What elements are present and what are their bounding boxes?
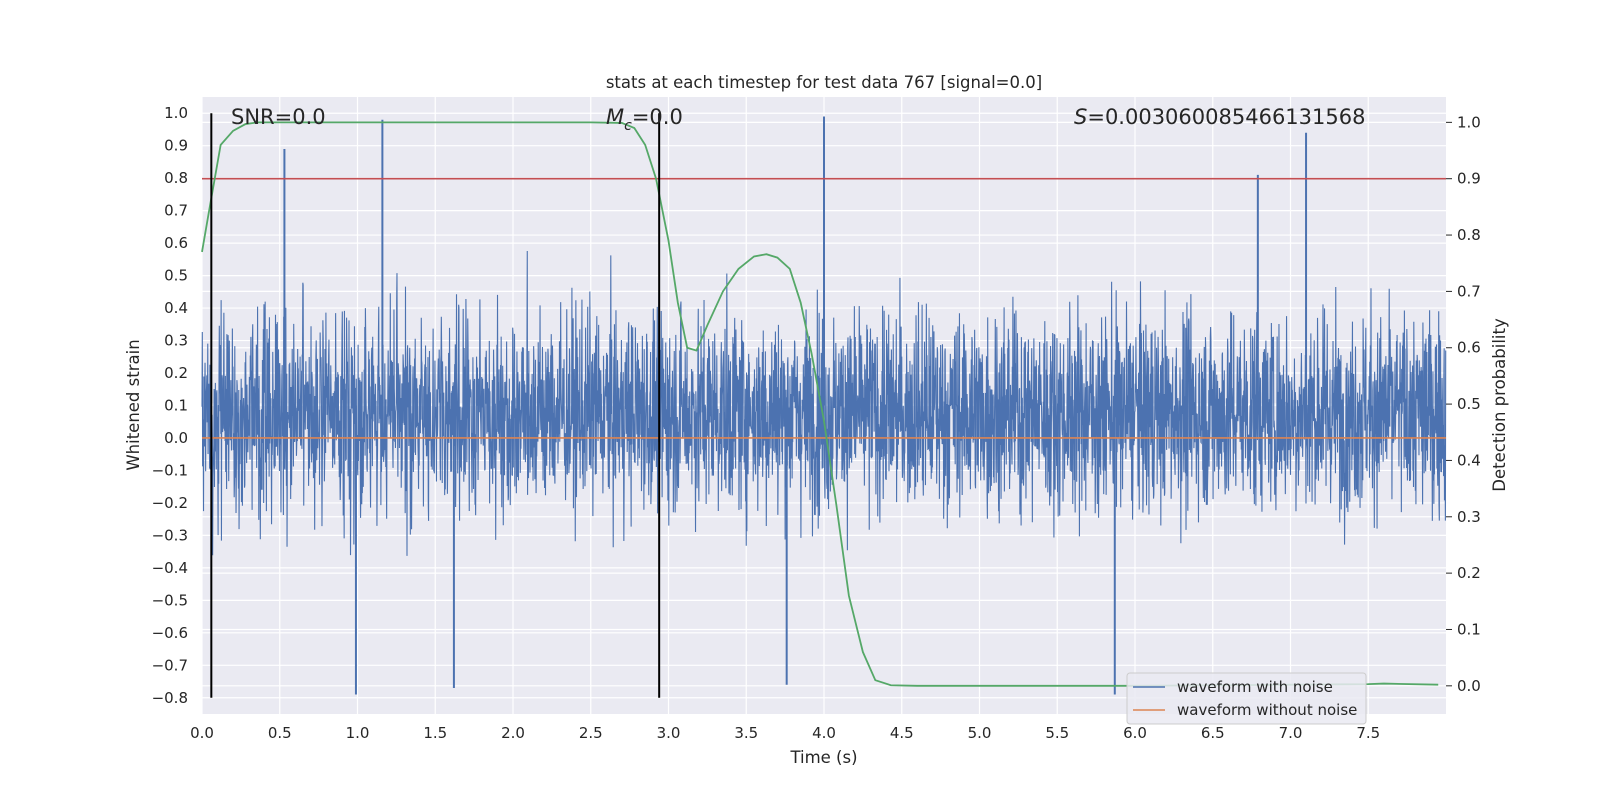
y-left-tick-label: −0.7	[152, 656, 188, 674]
y-left-tick-label: 0.3	[164, 332, 188, 350]
x-tick-label: 7.5	[1356, 724, 1380, 742]
y-left-tick-label: 0.0	[164, 429, 188, 447]
y-right-tick-label: 0.8	[1457, 226, 1481, 244]
noise-series	[201, 116, 1447, 695]
legend-box	[1126, 672, 1367, 725]
legend: waveform with noise waveform without noi…	[1126, 672, 1367, 725]
x-tick-label: 2.5	[579, 724, 603, 742]
y-right-tick-label: 0.6	[1457, 339, 1481, 357]
legend-label-noise: waveform with noise	[1177, 678, 1333, 696]
x-tick-label: 4.0	[812, 724, 836, 742]
y-left-tick-labels: 1.0 0.9 0.8 0.7 0.6 0.5 0.4 0.3 0.2 0.1 0.0 −0.1 −0.…	[152, 104, 188, 707]
x-tick-label: 5.0	[968, 724, 992, 742]
y-right-tick-label: 0.4	[1457, 451, 1481, 469]
x-tick-label: 3.5	[734, 724, 758, 742]
y-left-tick-label: −0.6	[152, 624, 188, 642]
chart-title: stats at each timestep for test data 767…	[606, 73, 1042, 92]
x-tick-label: 0.5	[268, 724, 292, 742]
x-tick-labels: 0.0 0.5 1.0 1.5 2.0 2.5 3.0 3.5 4.0 4.5 5.0 5.5 6.0 6…	[190, 724, 1380, 742]
x-tick-label: 3.0	[657, 724, 681, 742]
y-right-tick-label: 0.7	[1457, 282, 1481, 300]
snr-annotation: SNR=0.0	[231, 105, 326, 129]
y-right-tick-label: 0.2	[1457, 564, 1481, 582]
y-left-tick-label: −0.3	[152, 526, 188, 544]
y-left-tick-label: 0.5	[164, 267, 188, 285]
y-left-tick-label: 0.4	[164, 299, 188, 317]
x-axis-label: Time (s)	[789, 748, 857, 767]
y-right-tick-label: 0.1	[1457, 620, 1481, 638]
y-left-tick-label: 0.1	[164, 397, 188, 415]
x-tick-label: 7.0	[1279, 724, 1303, 742]
y-left-tick-label: 1.0	[164, 104, 188, 122]
y-left-tick-label: −0.2	[152, 494, 188, 512]
x-tick-label: 1.5	[423, 724, 447, 742]
detection-probability-line	[201, 121, 1439, 687]
y-left-tick-label: 0.9	[164, 137, 188, 155]
y-right-tick-label: 1.0	[1457, 113, 1481, 131]
x-tick-label: 5.5	[1045, 724, 1069, 742]
y-right-tick-label: 0.3	[1457, 508, 1481, 526]
lines-layer	[201, 121, 1446, 687]
y-left-tick-label: −0.1	[152, 461, 188, 479]
y-left-tick-label: 0.8	[164, 169, 188, 187]
y-left-tick-label: −0.4	[152, 559, 188, 577]
x-tick-label: 6.5	[1201, 724, 1225, 742]
y-left-tick-label: −0.5	[152, 591, 188, 609]
x-tick-label: 2.0	[501, 724, 525, 742]
x-tick-label: 1.0	[346, 724, 370, 742]
x-tick-label: 6.0	[1123, 724, 1147, 742]
y-left-tick-label: 0.2	[164, 364, 188, 382]
y-right-tick-labels: 1.0 0.9 0.8 0.7 0.6 0.5 0.4 0.3 0.2 0.1 0.0	[1446, 113, 1481, 695]
y-left-tick-label: 0.6	[164, 234, 188, 252]
y-left-axis-label: Whitened strain	[124, 339, 143, 470]
y-right-tick-label: 0.0	[1457, 677, 1481, 695]
y-left-tick-label: 0.7	[164, 202, 188, 220]
y-right-axis-label: Detection probability	[1490, 318, 1509, 492]
x-tick-label: 0.0	[190, 724, 214, 742]
y-right-tick-label: 0.5	[1457, 395, 1481, 413]
chirp-mass-annotation: Mc=0.0	[606, 105, 683, 134]
y-right-tick-label: 0.9	[1457, 170, 1481, 188]
y-left-tick-label: −0.8	[152, 689, 188, 707]
vertical-markers	[210, 113, 661, 698]
x-tick-label: 4.5	[890, 724, 914, 742]
s-statistic-annotation: S=0.003060085466131568	[1074, 105, 1365, 129]
legend-label-clean: waveform without noise	[1177, 701, 1357, 719]
